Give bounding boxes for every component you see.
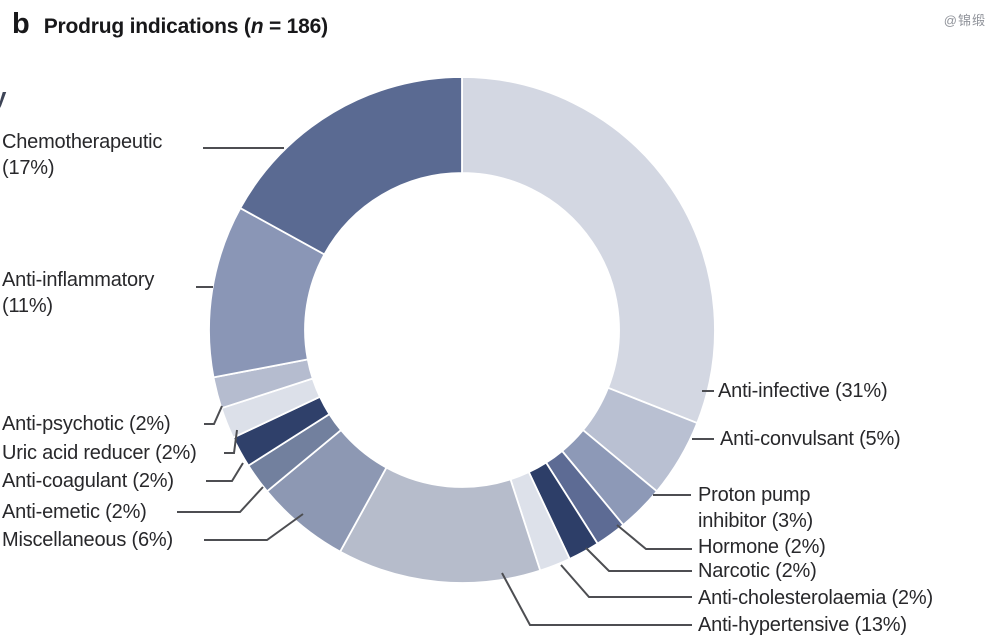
leader-line-anti-cholesterolaemia [560,564,692,598]
callout-anti-inflammatory: Anti-inflammatory (11%) [2,267,154,319]
callout-anti-hypertensive: Anti-hypertensive (13%) [698,612,907,638]
leader-line-anti-psychotic [204,405,223,425]
leader-line-narcotic [585,547,692,572]
callout-line: Chemotherapeutic [2,131,163,153]
callout-uric-acid-reducer: Uric acid reducer (2%) [2,440,197,466]
callout-line: Anti-cholesterolaemia (2%) [698,587,933,609]
leader-line-hormone [616,524,692,550]
callout-line: Anti-infective (31%) [718,380,888,402]
callout-narcotic: Narcotic (2%) [698,558,817,584]
leader-line-uric-acid-reducer [224,429,238,454]
callout-line: Narcotic (2%) [698,560,817,582]
callout-line: Anti-emetic (2%) [2,501,147,523]
callout-line: Hormone (2%) [698,536,826,558]
callout-line: Anti-hypertensive (13%) [698,614,907,636]
cropped-text-fragment: y [0,84,6,112]
chart-title: Prodrug indications (n = 186) [44,15,328,39]
callout-anti-infective: Anti-infective (31%) [718,378,888,404]
panel-letter: b [12,8,30,40]
leader-line-anti-emetic [177,486,264,513]
donut-segment-anti-infective [461,76,716,424]
donut-segment-chemotherapeutic [239,76,463,256]
callout-proton-pump-inhibitor: Proton pump inhibitor (3%) [698,482,813,534]
callout-hormone: Hormone (2%) [698,534,826,560]
callout-line: Uric acid reducer (2%) [2,442,197,464]
callout-anti-convulsant: Anti-convulsant (5%) [720,426,901,452]
leader-line-anti-coagulant [206,462,244,482]
callout-line: (17%) [2,157,55,179]
callout-line: inhibitor (3%) [698,510,814,532]
figure-title: b Prodrug indications (n = 186) [12,10,328,39]
watermark: @锦缎 [943,13,986,28]
callout-line: Miscellaneous (6%) [2,529,173,551]
leader-line-miscellaneous [204,513,304,541]
callout-line: Anti-inflammatory [2,269,155,291]
callout-anti-cholesterolaemia: Anti-cholesterolaemia (2%) [698,585,933,611]
leader-line-anti-hypertensive [501,572,692,626]
callout-anti-emetic: Anti-emetic (2%) [2,499,147,525]
callout-line: Anti-psychotic (2%) [2,413,171,435]
callout-anti-coagulant: Anti-coagulant (2%) [2,468,174,494]
chart-title-n: n [250,15,264,38]
callout-line: (11%) [2,295,53,317]
callout-chemotherapeutic: Chemotherapeutic (17%) [2,129,162,181]
callout-line: Anti-convulsant (5%) [720,428,901,450]
callout-anti-psychotic: Anti-psychotic (2%) [2,411,171,437]
callout-line: Anti-coagulant (2%) [2,470,174,492]
chart-title-prefix: Prodrug indications ( [43,15,251,38]
chart-title-suffix: = 186) [263,15,328,38]
callout-miscellaneous: Miscellaneous (6%) [2,527,173,553]
callout-line: Proton pump [698,484,811,506]
